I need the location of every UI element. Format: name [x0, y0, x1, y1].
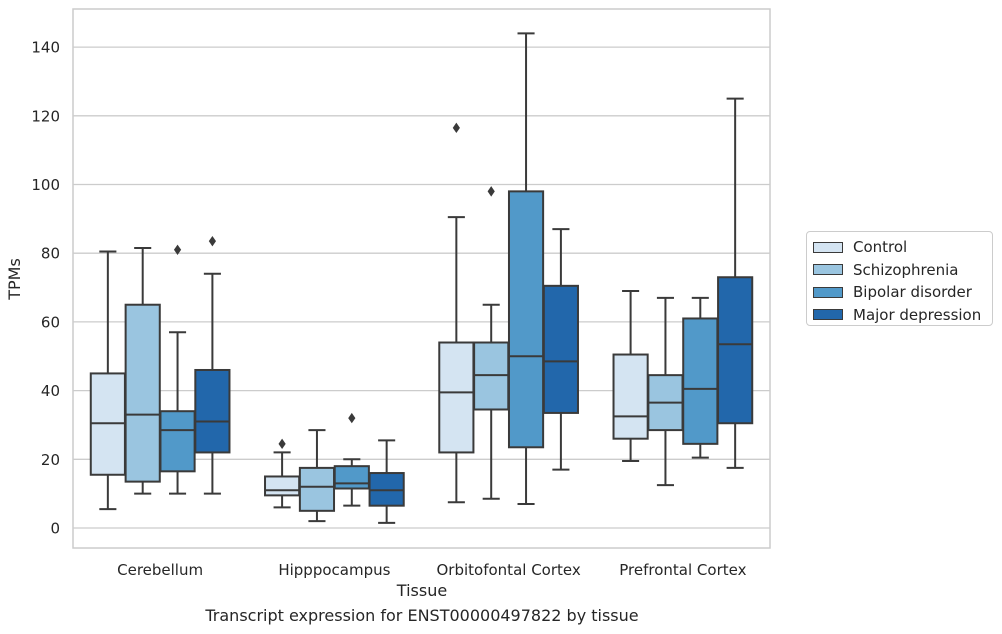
outlier-point: [452, 122, 460, 134]
legend-swatch: [813, 241, 843, 253]
chart-caption: Transcript expression for ENST0000049782…: [205, 606, 639, 625]
legend-item: Major depression: [813, 304, 992, 327]
x-axis-ticks: Cerebellum Hipppocampus Orbitofontal Corte…: [117, 561, 746, 579]
box-control: [89, 250, 126, 511]
box-schizophrenia: [298, 429, 336, 523]
iqr-box: [542, 284, 579, 414]
box-bipolar-disorder: [333, 412, 370, 507]
y-tick-label: 60: [41, 313, 60, 331]
box-control: [264, 438, 301, 509]
iqr-box: [682, 317, 719, 445]
legend: Control Schizophrenia Bipolar disorder Majo…: [806, 231, 993, 326]
legend-swatch: [813, 286, 843, 298]
legend-swatch: [813, 264, 843, 276]
legend-item: Control: [813, 236, 992, 259]
box-schizophrenia: [473, 186, 510, 500]
iqr-box: [438, 341, 475, 454]
x-axis-label: Tissue: [396, 581, 447, 600]
outlier-point: [173, 244, 182, 255]
legend-label: Control: [853, 238, 908, 257]
legend-swatch: [813, 309, 843, 321]
legend-label: Major depression: [853, 305, 982, 324]
iqr-box: [612, 353, 649, 440]
iqr-box: [298, 466, 336, 512]
outlier-point: [487, 186, 495, 197]
box-bipolar-disorder: [159, 244, 196, 495]
box-control: [612, 289, 649, 463]
iqr-box: [333, 465, 370, 490]
iqr-box: [717, 276, 754, 425]
y-tick-label: 40: [41, 382, 60, 400]
box-major-depression: [717, 97, 754, 469]
x-tick-label: Cerebellum: [117, 561, 203, 579]
x-tick-label: Prefrontal Cortex: [619, 561, 746, 579]
iqr-box: [507, 190, 545, 449]
x-tick-label: Orbitofontal Cortex: [437, 561, 581, 579]
y-tick-label: 120: [31, 107, 60, 125]
iqr-box: [124, 303, 161, 483]
outlier-point: [278, 438, 286, 450]
box-schizophrenia: [124, 247, 161, 495]
outlier-point: [348, 412, 356, 424]
y-tick-label: 80: [41, 245, 60, 263]
y-tick-label: 0: [50, 520, 60, 538]
box-bipolar-disorder: [682, 296, 719, 459]
legend-item: Bipolar disorder: [813, 281, 992, 304]
box-major-depression: [194, 235, 231, 495]
y-tick-label: 20: [41, 451, 60, 469]
box-control: [438, 122, 475, 504]
outlier-point: [208, 235, 216, 247]
x-tick-label: Hipppocampus: [278, 561, 390, 579]
legend-item: Schizophrenia: [813, 259, 992, 282]
box-schizophrenia: [647, 296, 684, 487]
y-axis-ticks: 0 20 40 60 80 100 120 140: [31, 39, 60, 538]
iqr-box: [159, 410, 196, 473]
legend-label: Bipolar disorder: [853, 283, 972, 302]
y-axis-label: TPMs: [5, 258, 24, 301]
plot-frame: [72, 8, 771, 549]
y-tick-label: 140: [31, 39, 60, 57]
boxes: [89, 32, 754, 524]
box-major-depression: [368, 439, 405, 524]
iqr-box: [194, 368, 231, 454]
y-tick-label: 100: [31, 176, 60, 194]
box-major-depression: [542, 228, 579, 471]
iqr-box: [264, 475, 301, 497]
box-bipolar-disorder: [507, 32, 545, 505]
legend-label: Schizophrenia: [853, 260, 959, 279]
